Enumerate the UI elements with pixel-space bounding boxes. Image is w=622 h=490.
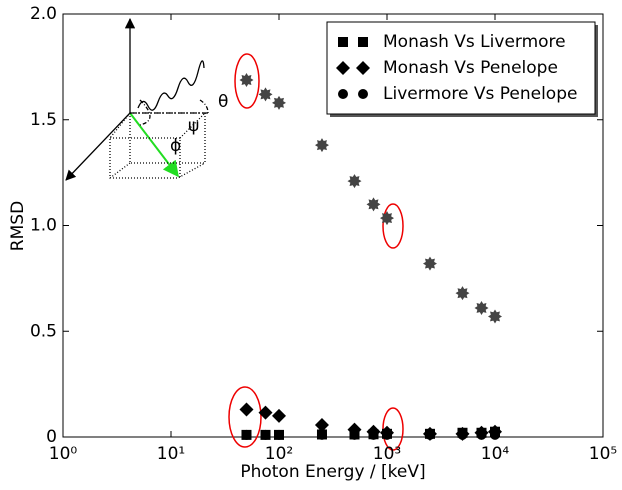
x-tick-label: 10⁵ [589, 444, 617, 464]
point [368, 429, 379, 440]
angle-label: ψ [188, 116, 199, 136]
point [241, 429, 252, 440]
legend-marker [338, 37, 348, 47]
point [424, 429, 435, 440]
legend-marker [336, 61, 350, 75]
x-axis-label: Photon Energy / [keV] [240, 462, 425, 482]
legend-box [326, 21, 596, 115]
point [366, 197, 381, 212]
angle-label: ϕ [170, 136, 181, 156]
point [349, 429, 360, 440]
legend-marker [358, 37, 368, 47]
point [316, 429, 327, 440]
point [274, 429, 284, 440]
legend-label: Livermore Vs Penelope [383, 84, 577, 104]
point [347, 174, 362, 189]
angle-label: θ [218, 92, 228, 112]
x-tick-label: 10² [265, 444, 293, 464]
highlight-ellipses [228, 53, 404, 451]
point [490, 429, 500, 440]
point [239, 72, 254, 87]
point [476, 429, 487, 440]
legend-marker [358, 89, 368, 99]
legend-label: Monash Vs Penelope [383, 58, 558, 78]
x-tick-label: 10⁰ [49, 444, 78, 464]
y-tick-label: 0 [46, 427, 57, 447]
point [457, 429, 468, 440]
point [314, 417, 329, 432]
point [239, 402, 254, 417]
point [314, 138, 329, 153]
y-tick-label: 1.0 [30, 216, 57, 236]
point [382, 429, 392, 440]
point [488, 309, 502, 324]
y-tick-label: 1.5 [30, 110, 57, 130]
point [272, 95, 286, 110]
point [272, 408, 286, 423]
legend-label: Monash Vs Livermore [383, 32, 566, 52]
point [260, 429, 271, 440]
y-tick-label: 2.0 [30, 4, 57, 24]
legend-marker [356, 61, 370, 75]
point [422, 256, 437, 271]
point [258, 87, 273, 102]
inset-diagram [65, 17, 210, 181]
point [474, 300, 489, 315]
x-tick-label: 10¹ [157, 444, 185, 464]
x-tick-label: 10³ [373, 444, 401, 464]
y-axis-label: RMSD [8, 201, 28, 251]
point [380, 211, 394, 226]
point [455, 286, 470, 301]
point [258, 405, 273, 420]
x-tick-label: 10⁴ [481, 444, 510, 464]
legend-marker [338, 89, 348, 99]
y-tick-label: 0.5 [30, 321, 57, 341]
